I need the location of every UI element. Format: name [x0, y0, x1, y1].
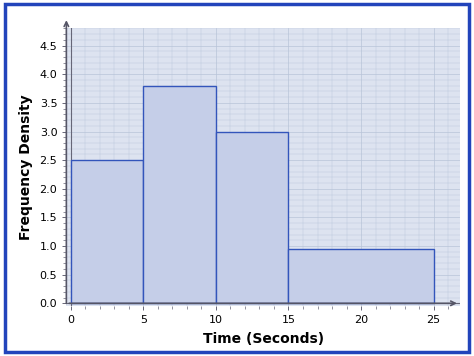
- Bar: [216, 131, 289, 303]
- Bar: [71, 160, 143, 303]
- X-axis label: Time (Seconds): Time (Seconds): [202, 332, 324, 346]
- Bar: [143, 86, 216, 303]
- Bar: [289, 249, 434, 303]
- Y-axis label: Frequency Density: Frequency Density: [18, 94, 33, 240]
